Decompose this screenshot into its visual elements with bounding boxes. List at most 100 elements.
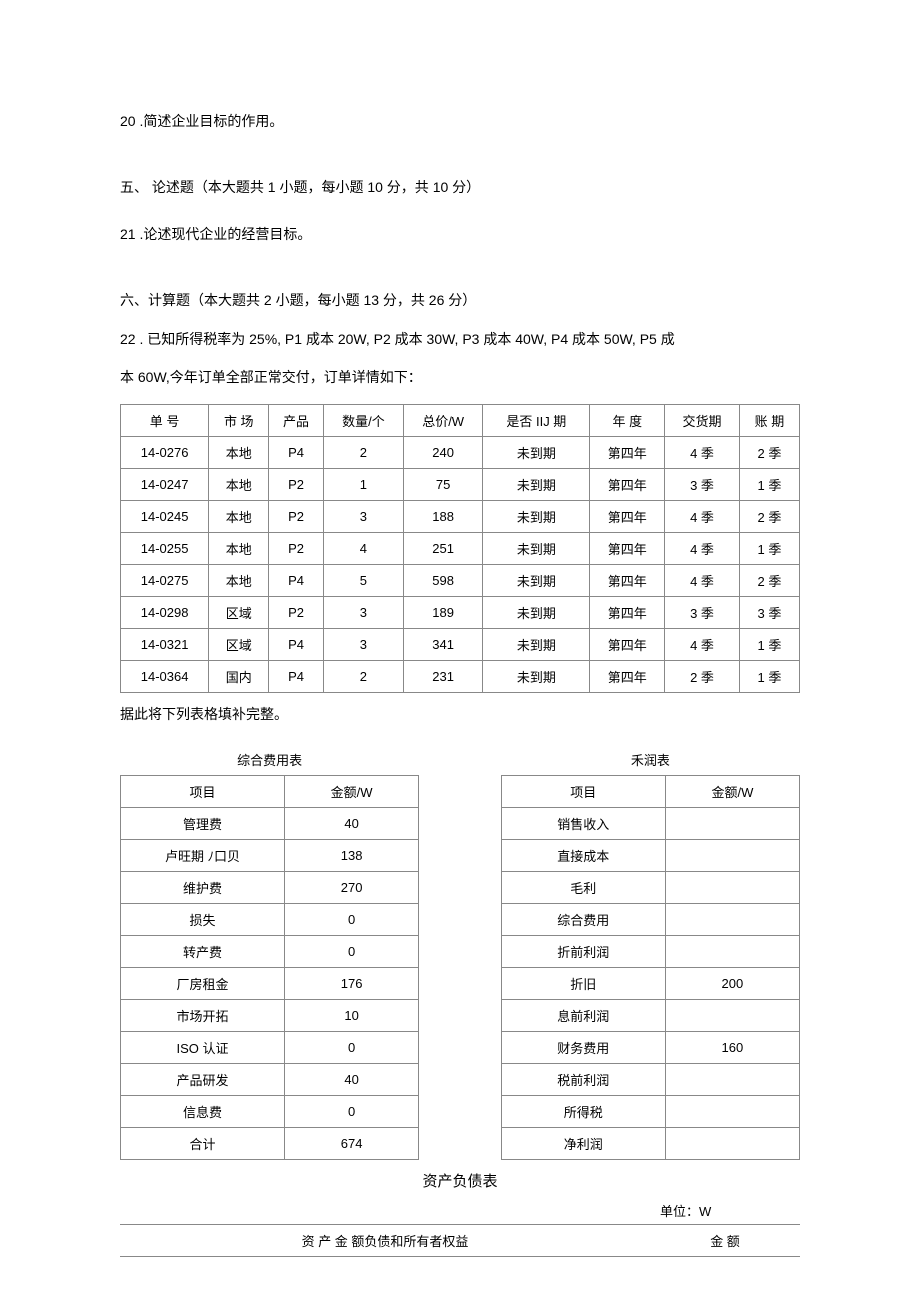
table-cell: 综合费用 — [501, 903, 665, 935]
table-cell: 合计 — [121, 1127, 285, 1159]
balance-title: 资产负债表 — [120, 1170, 800, 1191]
table-cell: 卢旺期 ﾉ口贝 — [121, 839, 285, 871]
table-row: 折前利润 — [501, 935, 799, 967]
table-row: 14-0298区域P23189未到期第四年3 季3 季 — [121, 597, 800, 629]
table-cell: 1 季 — [739, 661, 799, 693]
table-cell: 未到期 — [483, 565, 590, 597]
table-cell: 0 — [285, 935, 419, 967]
table-row: 市场开拓10 — [121, 999, 419, 1031]
expense-table: 项目 金额/W 管理费40卢旺期 ﾉ口贝138维护费270损失0转产费0厂房租金… — [120, 775, 419, 1160]
table-cell: 14-0276 — [121, 437, 209, 469]
table-cell: 区域 — [209, 629, 269, 661]
expense-table-wrap: 综合费用表 项目 金额/W 管理费40卢旺期 ﾉ口贝138维护费270损失0转产… — [120, 750, 419, 1160]
table-cell: 3 季 — [665, 597, 740, 629]
table-cell: 信息费 — [121, 1095, 285, 1127]
table-cell: 1 季 — [739, 533, 799, 565]
table-cell: 第四年 — [590, 533, 665, 565]
col-total: 总价/W — [404, 405, 483, 437]
col-due: 是否 IIJ 期 — [483, 405, 590, 437]
table-cell: 200 — [665, 967, 799, 999]
table-cell: 税前利润 — [501, 1063, 665, 1095]
table-cell: 第四年 — [590, 437, 665, 469]
table-row: 厂房租金176 — [121, 967, 419, 999]
table-cell: 未到期 — [483, 469, 590, 501]
question-22-line2: 本 60W,今年订单全部正常交付，订单详情如下： — [120, 366, 800, 388]
table-cell: 2 — [323, 437, 403, 469]
table-cell: 2 季 — [665, 661, 740, 693]
table-cell: 40 — [285, 807, 419, 839]
table-cell: 176 — [285, 967, 419, 999]
table-cell: 直接成本 — [501, 839, 665, 871]
table-cell: 区域 — [209, 597, 269, 629]
profit-table-wrap: 禾润表 项目 金额/W 销售收入直接成本毛利综合费用折前利润折旧200息前利润财… — [501, 750, 800, 1160]
profit-table-title: 禾润表 — [501, 750, 800, 769]
table-row: 净利润 — [501, 1127, 799, 1159]
col-qty: 数量/个 — [323, 405, 403, 437]
table-cell: 2 季 — [739, 437, 799, 469]
table-cell: 转产费 — [121, 935, 285, 967]
table-cell — [665, 1063, 799, 1095]
table-row: 合计674 — [121, 1127, 419, 1159]
table-cell — [665, 807, 799, 839]
table-cell: 本地 — [209, 469, 269, 501]
table-cell: 折旧 — [501, 967, 665, 999]
table-cell: 未到期 — [483, 501, 590, 533]
balance-unit-spacer — [120, 1201, 650, 1224]
table-cell: 4 季 — [665, 501, 740, 533]
expense-header-amount: 金额/W — [285, 775, 419, 807]
table-row: 综合费用 — [501, 903, 799, 935]
table-cell: 3 季 — [665, 469, 740, 501]
table-cell: 第四年 — [590, 597, 665, 629]
table-cell: 14-0321 — [121, 629, 209, 661]
table-cell: 231 — [404, 661, 483, 693]
table-cell — [665, 903, 799, 935]
table-cell — [665, 999, 799, 1031]
table-cell: 厂房租金 — [121, 967, 285, 999]
table-cell: 14-0298 — [121, 597, 209, 629]
table-cell: 本地 — [209, 437, 269, 469]
table-cell: 未到期 — [483, 597, 590, 629]
table-row: 销售收入 — [501, 807, 799, 839]
table-cell: 5 — [323, 565, 403, 597]
table-cell: 1 季 — [739, 469, 799, 501]
table-cell: P2 — [269, 469, 323, 501]
table-cell: 4 季 — [665, 629, 740, 661]
table-row: 信息费0 — [121, 1095, 419, 1127]
table-cell: 3 季 — [739, 597, 799, 629]
table-cell: 3 — [323, 501, 403, 533]
table-row: 直接成本 — [501, 839, 799, 871]
table-cell: 财务费用 — [501, 1031, 665, 1063]
col-order-no: 单 号 — [121, 405, 209, 437]
table-cell: 138 — [285, 839, 419, 871]
table-cell: 净利润 — [501, 1127, 665, 1159]
table-cell: 240 — [404, 437, 483, 469]
table-row: 税前利润 — [501, 1063, 799, 1095]
table-cell: P2 — [269, 501, 323, 533]
table-cell: P4 — [269, 661, 323, 693]
order-table: 单 号 市 场 产品 数量/个 总价/W 是否 IIJ 期 年 度 交货期 账 … — [120, 404, 800, 693]
table-cell: 2 季 — [739, 565, 799, 597]
table-row: 维护费270 — [121, 871, 419, 903]
table-cell: P4 — [269, 437, 323, 469]
table-cell: 160 — [665, 1031, 799, 1063]
table-header-row: 单 号 市 场 产品 数量/个 总价/W 是否 IIJ 期 年 度 交货期 账 … — [121, 405, 800, 437]
table-cell: 2 季 — [739, 501, 799, 533]
col-payment: 账 期 — [739, 405, 799, 437]
table-cell: 第四年 — [590, 661, 665, 693]
question-21: 21 .论述现代企业的经营目标。 — [120, 223, 800, 245]
table-cell — [665, 1095, 799, 1127]
table-cell: 息前利润 — [501, 999, 665, 1031]
table-cell: P2 — [269, 533, 323, 565]
table-cell: 国内 — [209, 661, 269, 693]
table-row: 卢旺期 ﾉ口贝138 — [121, 839, 419, 871]
table-cell: 0 — [285, 903, 419, 935]
table-cell: 未到期 — [483, 533, 590, 565]
table-cell: 管理费 — [121, 807, 285, 839]
table-row: 毛利 — [501, 871, 799, 903]
table-cell: 所得税 — [501, 1095, 665, 1127]
table-cell: 毛利 — [501, 871, 665, 903]
table-row: 产品研发40 — [121, 1063, 419, 1095]
table-cell: 未到期 — [483, 661, 590, 693]
table-cell: 188 — [404, 501, 483, 533]
table-cell: 未到期 — [483, 629, 590, 661]
